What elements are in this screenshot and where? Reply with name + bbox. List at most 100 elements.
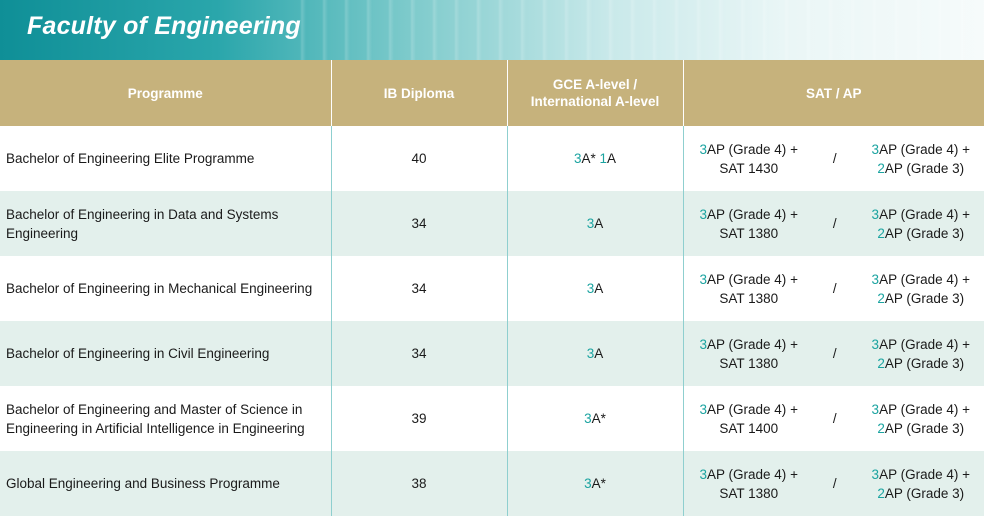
ap-count: 3: [699, 401, 708, 417]
sat-ap-option-1: 3AP (Grade 4) + SAT 1380: [700, 335, 798, 373]
table-header-row: Programme IB Diploma GCE A-level / Inter…: [0, 60, 984, 126]
admission-requirements-table: Programme IB Diploma GCE A-level / Inter…: [0, 60, 984, 516]
table-row: Global Engineering and Business Programm…: [0, 451, 984, 516]
sat-ap-requirement: 3AP (Grade 4) + SAT 1380/3AP (Grade 4) +2…: [683, 321, 984, 386]
gce-grade: A*: [591, 411, 606, 426]
ap-count: 3: [871, 336, 880, 352]
plus-sign: +: [786, 336, 798, 352]
ap-grade-3-label: AP (Grade 3): [884, 355, 965, 371]
header-sat-ap: SAT / AP: [683, 60, 984, 126]
ib-diploma-score: 38: [331, 451, 508, 516]
ap-grade-3-label: AP (Grade 3): [884, 160, 965, 176]
ib-diploma-score: 34: [331, 191, 508, 256]
programme-name: Bachelor of Engineering Elite Programme: [0, 126, 332, 191]
sat-ap-requirement: 3AP (Grade 4) + SAT 1380/3AP (Grade 4) +2…: [683, 191, 984, 256]
programme-name: Bachelor of Engineering and Master of Sc…: [0, 386, 332, 451]
ib-diploma-score: 34: [331, 256, 508, 321]
banner-light-streak: [300, 0, 984, 60]
header-programme: Programme: [0, 60, 332, 126]
plus-sign: +: [786, 466, 798, 482]
gce-grade: A: [607, 151, 617, 166]
gce-count: 3: [573, 151, 582, 166]
banner-title: Faculty of Engineering: [27, 12, 301, 40]
sat-score: 1380: [748, 355, 779, 371]
ap-grade-4-label: AP (Grade 4): [879, 336, 959, 352]
programme-name: Global Engineering and Business Programm…: [0, 451, 332, 516]
ap-grade-4-label: AP (Grade 4): [707, 206, 787, 222]
gce-a-level-requirement: 3A*: [507, 386, 684, 451]
gce-grade: A: [594, 281, 604, 296]
ap-grade-4-label: AP (Grade 4): [707, 141, 787, 157]
header-ib-diploma: IB Diploma: [331, 60, 508, 126]
sat-ap-option-1: 3AP (Grade 4) + SAT 1380: [700, 270, 798, 308]
plus-sign: +: [958, 141, 970, 157]
or-separator: /: [832, 411, 837, 426]
or-separator: /: [832, 151, 837, 166]
sat-ap-requirement: 3AP (Grade 4) + SAT 1430/3AP (Grade 4) +2…: [683, 126, 984, 191]
ib-diploma-score: 39: [331, 386, 508, 451]
ap-count: 2: [877, 160, 885, 176]
ap-grade-3-label: AP (Grade 3): [884, 485, 965, 501]
table-row: Bachelor of Engineering in Civil Enginee…: [0, 321, 984, 386]
gce-count: 3: [584, 476, 592, 491]
gce-a-level-requirement: 3A* 1A: [507, 126, 684, 191]
sat-ap-option-1: 3AP (Grade 4) + SAT 1400: [700, 400, 798, 438]
or-separator: /: [832, 281, 837, 296]
ap-grade-3-label: AP (Grade 3): [884, 290, 965, 306]
gce-a-level-requirement: 3A*: [507, 451, 684, 516]
ap-grade-4-label: AP (Grade 4): [879, 206, 959, 222]
gce-count: 1: [599, 151, 608, 166]
ap-grade-4-label: AP (Grade 4): [879, 141, 959, 157]
gce-a-level-requirement: 3A: [507, 321, 684, 386]
gce-count: 3: [586, 216, 595, 231]
ap-grade-4-label: AP (Grade 4): [707, 466, 787, 482]
ap-count: 3: [699, 141, 708, 157]
ap-grade-3-label: AP (Grade 3): [884, 225, 965, 241]
gce-count: 3: [586, 346, 595, 361]
ap-count: 2: [877, 420, 885, 436]
sat-score: 1380: [748, 485, 779, 501]
sat-ap-option-1: 3AP (Grade 4) + SAT 1380: [700, 465, 798, 503]
gce-count: 3: [584, 411, 592, 426]
ap-count: 2: [877, 225, 885, 241]
sat-prefix: SAT: [719, 160, 749, 176]
ap-count: 3: [699, 336, 708, 352]
or-separator: /: [832, 216, 837, 231]
ap-count: 3: [871, 401, 880, 417]
header-gce-line2: International A-level: [530, 94, 660, 109]
ap-grade-4-label: AP (Grade 4): [707, 271, 787, 287]
table-row: Bachelor of Engineering in Data and Syst…: [0, 191, 984, 256]
faculty-banner: Faculty of Engineering: [0, 0, 984, 60]
table-row: Bachelor of Engineering and Master of Sc…: [0, 386, 984, 451]
gce-grade: A: [594, 346, 604, 361]
header-gce-a-level: GCE A-level / International A-level: [507, 60, 684, 126]
ap-grade-3-label: AP (Grade 3): [884, 420, 965, 436]
gce-grade: A: [594, 216, 604, 231]
or-separator: /: [832, 476, 837, 491]
ap-count: 3: [699, 206, 708, 222]
gce-a-level-requirement: 3A: [507, 256, 684, 321]
ap-count: 3: [871, 271, 880, 287]
ib-diploma-score: 40: [331, 126, 508, 191]
ap-count: 3: [871, 206, 880, 222]
gce-a-level-requirement: 3A: [507, 191, 684, 256]
table-row: Bachelor of Engineering Elite Programme 4…: [0, 126, 984, 191]
programme-name: Bachelor of Engineering in Mechanical En…: [0, 256, 332, 321]
plus-sign: +: [958, 466, 970, 482]
plus-sign: +: [786, 206, 798, 222]
sat-ap-option-1: 3AP (Grade 4) + SAT 1430: [700, 140, 798, 178]
sat-ap-option-2: 3AP (Grade 4) +2AP (Grade 3): [872, 465, 970, 503]
sat-ap-option-2: 3AP (Grade 4) +2AP (Grade 3): [872, 205, 970, 243]
ap-count: 3: [699, 466, 708, 482]
ap-count: 3: [699, 271, 708, 287]
sat-prefix: SAT: [719, 290, 749, 306]
sat-ap-option-2: 3AP (Grade 4) +2AP (Grade 3): [872, 335, 970, 373]
ap-count: 2: [877, 355, 885, 371]
ap-count: 3: [871, 466, 880, 482]
programme-name: Bachelor of Engineering in Data and Syst…: [0, 191, 332, 256]
plus-sign: +: [958, 271, 970, 287]
sat-prefix: SAT: [719, 225, 749, 241]
table-body: Bachelor of Engineering Elite Programme 4…: [0, 126, 984, 516]
sat-prefix: SAT: [719, 355, 749, 371]
sat-score: 1430: [748, 160, 779, 176]
